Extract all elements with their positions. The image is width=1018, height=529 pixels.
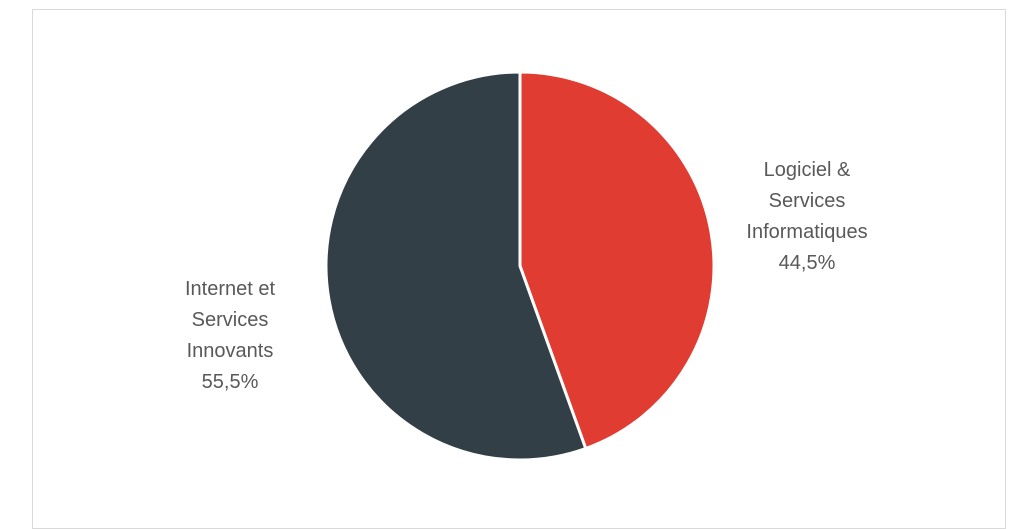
slice-label-logiciel-line1: Logiciel &	[763, 159, 851, 181]
slice-label-logiciel-line2: Services	[768, 190, 846, 212]
slice-label-internet-line3: Innovants	[186, 340, 274, 362]
slice-label-internet-line1: Internet et	[184, 278, 276, 300]
pie-chart	[324, 70, 716, 462]
slice-label-logiciel: Logiciel & Services Informatiques 44,5%	[707, 155, 907, 279]
slice-value-logiciel: 44,5%	[778, 252, 836, 274]
slice-label-internet: Internet et Services Innovants 55,5%	[130, 274, 330, 398]
slice-label-logiciel-line3: Informatiques	[746, 221, 868, 243]
pie-slice-logiciel	[518, 70, 716, 451]
pie-slice-internet	[324, 70, 588, 462]
slice-label-internet-line2: Services	[191, 309, 269, 331]
slice-value-internet: 55,5%	[201, 371, 259, 393]
